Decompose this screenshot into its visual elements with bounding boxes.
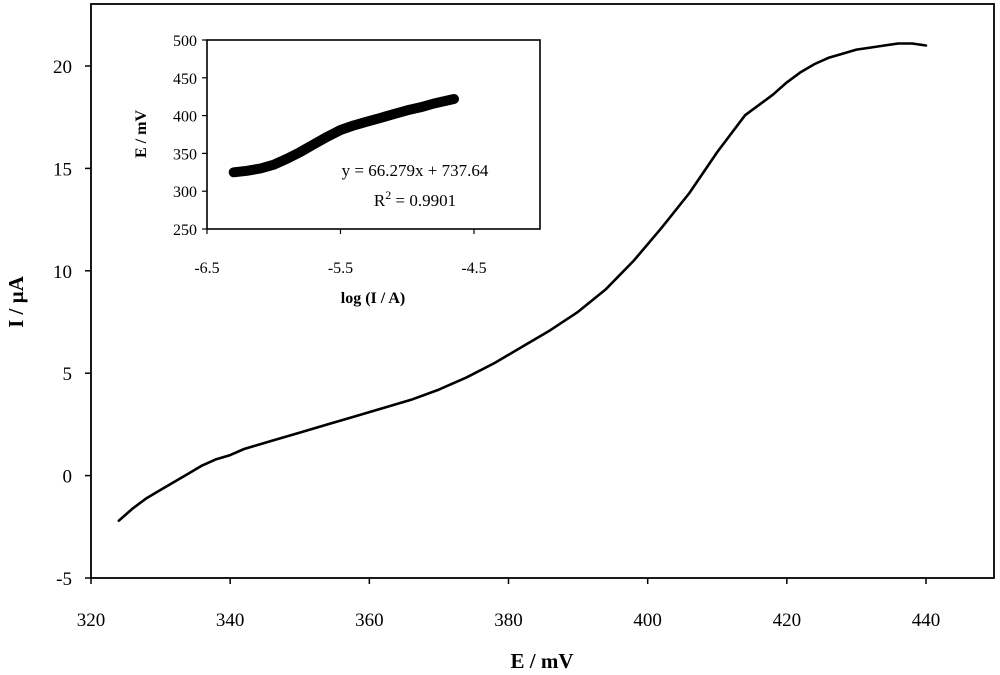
r-squared-superscript: 2 bbox=[385, 188, 391, 202]
inset-x-tick-label: -6.5 bbox=[194, 260, 219, 277]
main-x-axis-title: E / mV bbox=[511, 649, 574, 673]
inset-y-tick-label: 400 bbox=[173, 109, 197, 126]
x-tick-label: 400 bbox=[633, 610, 662, 631]
inset-series bbox=[228, 94, 459, 178]
inset-data-point bbox=[430, 99, 438, 108]
inset-data-point bbox=[256, 164, 265, 173]
y-tick-label: 10 bbox=[53, 262, 72, 283]
y-tick-label: 15 bbox=[53, 159, 72, 180]
main-ticks: 320 340 360 380 400 420 440 -5 0 5 10 15 20 bbox=[53, 57, 940, 631]
inset-data-point bbox=[403, 106, 412, 115]
inset-data-point bbox=[309, 140, 318, 149]
inset-data-point bbox=[389, 110, 398, 119]
inset-data-point bbox=[376, 113, 385, 122]
inset-y-tick-label: 450 bbox=[173, 71, 197, 88]
x-tick-label: 380 bbox=[494, 610, 523, 631]
r-squared-value: = 0.9901 bbox=[391, 191, 456, 210]
inset-data-point bbox=[269, 160, 278, 169]
inset-x-axis-title: log (I / A) bbox=[341, 290, 405, 307]
inset-data-point bbox=[416, 103, 425, 112]
y-tick-label: -5 bbox=[56, 569, 72, 590]
x-tick-label: 420 bbox=[773, 610, 802, 631]
inset-y-tick-label: 350 bbox=[173, 146, 197, 163]
inset-y-tick-label: 300 bbox=[173, 184, 197, 201]
y-tick-label: 0 bbox=[63, 467, 73, 488]
inset-data-point bbox=[363, 117, 372, 126]
inset-x-tick-label: -5.5 bbox=[328, 260, 353, 277]
y-tick-label: 20 bbox=[53, 57, 72, 78]
inset-equation: y = 66.279x + 737.64 bbox=[342, 161, 489, 180]
main-series-line bbox=[117, 42, 928, 523]
inset-data-point bbox=[283, 154, 292, 163]
inset-data-point bbox=[229, 168, 238, 177]
y-tick-label: 5 bbox=[63, 364, 73, 385]
inset-y-tick-label: 250 bbox=[173, 222, 197, 239]
main-y-axis-title: I / µA bbox=[4, 275, 28, 328]
inset-ticks: -6.5 -5.5 -4.5 250 300 350 400 450 500 bbox=[173, 33, 487, 277]
inset-chart: -6.5 -5.5 -4.5 250 300 350 400 450 500 y = 66.27… bbox=[133, 33, 541, 307]
inset-plot-frame bbox=[206, 39, 541, 230]
inset-data-point bbox=[243, 166, 251, 175]
inset-data-point bbox=[443, 96, 452, 105]
x-tick-label: 340 bbox=[216, 610, 245, 631]
x-tick-label: 440 bbox=[912, 610, 941, 631]
x-tick-label: 360 bbox=[355, 610, 384, 631]
main-series bbox=[117, 42, 928, 523]
inset-data-point bbox=[349, 121, 358, 130]
inset-y-axis-title: E / mV bbox=[133, 110, 150, 158]
x-tick-label: 320 bbox=[77, 610, 106, 631]
inset-r-squared: R2 = 0.9901 bbox=[374, 188, 456, 210]
inset-x-tick-label: -4.5 bbox=[461, 260, 486, 277]
inset-data-point bbox=[336, 126, 345, 134]
inset-y-tick-label: 500 bbox=[173, 33, 197, 50]
inset-data-point bbox=[323, 132, 332, 141]
main-plot-frame bbox=[90, 3, 995, 579]
r-squared-prefix: R bbox=[374, 191, 386, 210]
inset-data-point bbox=[296, 147, 305, 156]
inset-data-point bbox=[450, 95, 458, 103]
